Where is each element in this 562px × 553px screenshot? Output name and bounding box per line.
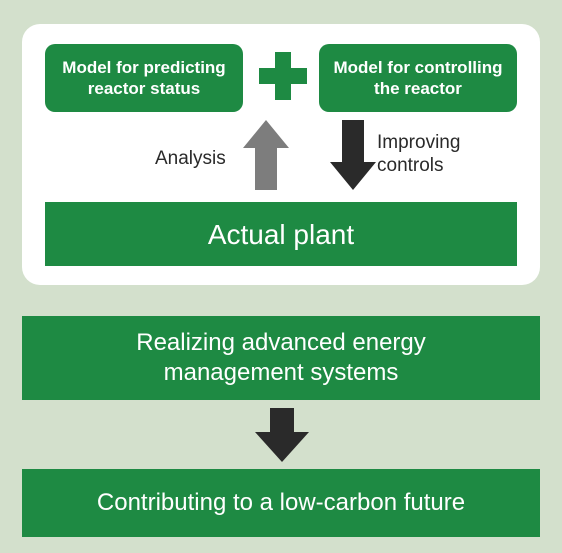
label-analysis: Analysis (155, 148, 226, 171)
label-improving: Improvingcontrols (377, 132, 460, 178)
arrow-down-small-icon (330, 120, 376, 190)
box-realizing-label: Realizing advanced energymanagement syst… (136, 328, 426, 388)
arrow-down-large-icon (255, 408, 309, 462)
box-control: Model for controllingthe reactor (319, 44, 517, 112)
label-analysis-text: Analysis (155, 148, 226, 169)
box-predict: Model for predictingreactor status (45, 44, 243, 112)
box-contributing: Contributing to a low-carbon future (22, 469, 540, 537)
box-realizing: Realizing advanced energymanagement syst… (22, 316, 540, 400)
label-improving-text: Improvingcontrols (377, 132, 460, 176)
plus-icon (259, 52, 307, 100)
box-contributing-label: Contributing to a low-carbon future (97, 488, 465, 518)
box-predict-label: Model for predictingreactor status (62, 57, 225, 100)
box-plant-label: Actual plant (208, 217, 354, 252)
arrow-up-icon (243, 120, 289, 190)
box-plant: Actual plant (45, 202, 517, 266)
box-control-label: Model for controllingthe reactor (333, 57, 502, 100)
